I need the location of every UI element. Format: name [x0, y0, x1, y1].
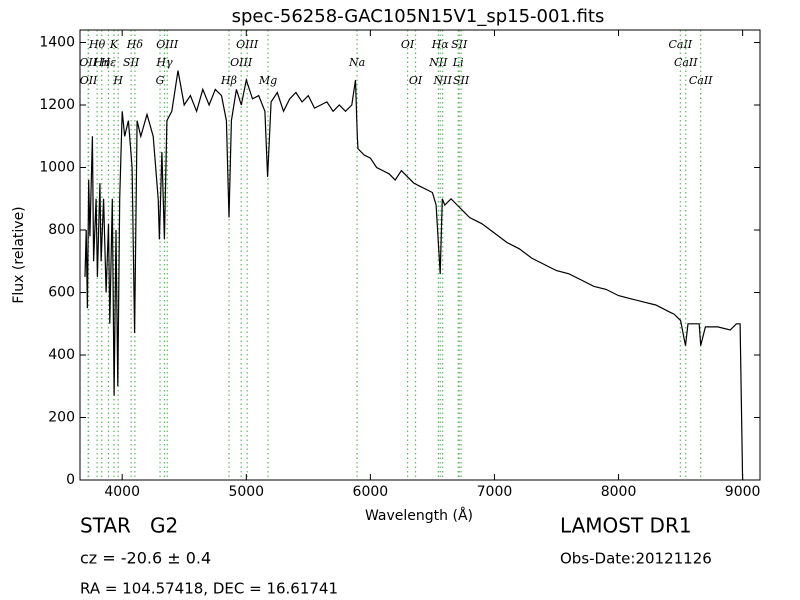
spectral-line-label: CaII: [674, 56, 698, 69]
spectral-line-label: H: [112, 74, 123, 87]
spectrum-line: [84, 70, 744, 480]
spectral-line-label: Hα: [431, 38, 450, 51]
spectral-line-label: Hβ: [220, 74, 237, 87]
spectral-line-label: Hδ: [126, 38, 144, 51]
spectral-line-label: SII: [453, 74, 470, 87]
coordinates: RA = 104.57418, DEC = 16.61741: [80, 580, 338, 598]
redshift: cz = -20.6 ± 0.4: [80, 549, 211, 568]
spectral-line-label: G: [156, 74, 165, 87]
spectral-line-label: Hη: [93, 56, 111, 69]
y-tick-label: 1000: [39, 160, 75, 176]
x-tick-label: 4000: [104, 484, 140, 500]
spectral-line-label: Hθ: [88, 38, 106, 51]
y-tick-label: 1200: [39, 97, 75, 113]
y-tick-label: 0: [66, 472, 75, 488]
spectral-line-label: OIII: [230, 56, 253, 69]
object-class: STAR G2: [80, 514, 178, 538]
spectral-line-label: Li: [452, 56, 464, 69]
spectral-line-label: OII: [80, 74, 98, 87]
x-tick-label: 9000: [725, 484, 761, 500]
spectral-line-label: OIII: [236, 38, 259, 51]
spectral-line-label: NII: [433, 74, 453, 87]
spectral-line-label: OI: [409, 74, 423, 87]
spectral-line-label: CaII: [668, 38, 692, 51]
obs-date: Obs-Date:20121126: [560, 550, 712, 568]
spectral-line-label: CaII: [689, 74, 713, 87]
y-tick-label: 400: [48, 347, 75, 363]
y-tick-label: 200: [48, 410, 75, 426]
y-tick-label: 800: [48, 222, 75, 238]
x-tick-label: 5000: [228, 484, 264, 500]
spectral-line-label: Hε: [100, 56, 117, 69]
spectral-line-label: SII: [451, 38, 468, 51]
spectral-line-label: Na: [348, 56, 365, 69]
y-axis-label: Flux (relative): [11, 206, 27, 303]
spectral-line-label: NII: [428, 56, 448, 69]
y-tick-label: 600: [48, 285, 75, 301]
x-tick-label: 7000: [477, 484, 513, 500]
spectral-line-label: Hγ: [155, 56, 173, 69]
x-axis-label: Wavelength (Å): [365, 507, 473, 524]
spectral-line-label: SII: [123, 56, 140, 69]
spectral-line-label: Mg: [258, 74, 277, 87]
plot-frame: [79, 29, 761, 481]
y-tick-label: 1400: [39, 35, 75, 51]
spectral-line-label: OIII: [156, 38, 179, 51]
x-tick-label: 8000: [601, 484, 637, 500]
spectral-line-label: K: [109, 38, 119, 51]
x-tick-label: 6000: [353, 484, 389, 500]
spectral-line-label: OI: [401, 38, 415, 51]
survey: LAMOST DR1: [560, 514, 692, 538]
chart-title: spec-56258-GAC105N15V1_sp15-001.fits: [232, 6, 605, 27]
